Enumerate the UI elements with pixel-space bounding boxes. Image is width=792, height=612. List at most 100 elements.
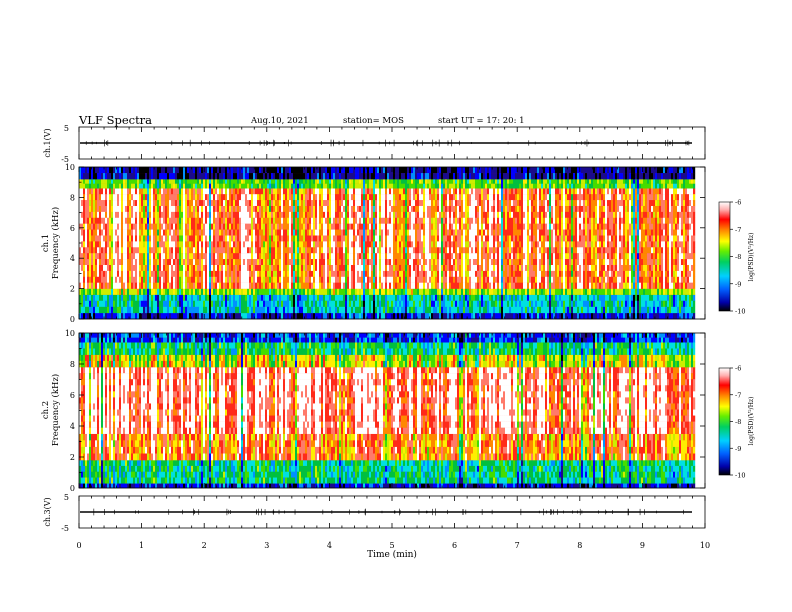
spectrogram-cell-ch1	[319, 253, 322, 260]
spectrogram-cell-ch1	[301, 167, 304, 174]
spectrogram-cell-ch1	[221, 241, 224, 248]
spectrogram-cell-ch1	[219, 288, 222, 295]
spectrogram-cell-ch1	[349, 288, 352, 295]
spectrogram-cell-ch1	[133, 264, 136, 272]
spectrogram-cell-ch1	[355, 253, 358, 260]
spectrogram-cell-ch1	[241, 229, 244, 236]
spectrogram-cell-ch1	[395, 235, 398, 242]
spectrogram-cell-ch1	[81, 217, 84, 224]
spectrogram-cell-ch1	[197, 264, 200, 272]
spectrogram-cell-ch1	[183, 223, 186, 230]
spectrogram-cell-ch1	[227, 247, 230, 254]
spectrogram-cell-ch1	[379, 173, 382, 180]
spectrogram-cell-ch1	[107, 205, 110, 213]
spectrogram-cell-ch1	[225, 282, 228, 289]
spectrogram-cell-ch1	[301, 217, 304, 224]
spectrogram-cell-ch1	[401, 288, 404, 295]
spectrogram-cell-ch1	[177, 235, 180, 242]
spectrogram-cell-ch1	[387, 264, 390, 272]
spectrogram-cell-ch1	[409, 179, 412, 184]
spectrogram-cell-ch1	[305, 241, 308, 248]
spectrogram-cell-ch1	[117, 173, 120, 180]
spectrogram-cell-ch1	[447, 306, 450, 314]
spectrogram-cell-ch1	[151, 188, 154, 195]
spectrogram-cell-ch1	[361, 211, 364, 218]
spectrogram-cell-ch1	[223, 300, 226, 308]
spectrogram-cell-ch1	[231, 264, 234, 272]
spectrogram-cell-ch1	[421, 194, 424, 201]
spectrogram-cell-ch1	[337, 270, 340, 277]
spectrogram-cell-ch1	[381, 211, 384, 218]
spectrogram-cell-ch1	[107, 294, 110, 301]
spectrogram-cell-ch1	[117, 312, 120, 320]
spectrogram-cell-ch1	[417, 294, 420, 301]
spectrogram-cell-ch1	[289, 241, 292, 248]
spectrogram-cell-ch1	[85, 241, 88, 248]
spectrogram-cell-ch1	[221, 183, 224, 189]
spectrogram-cell-ch1	[383, 188, 386, 195]
spectrogram-cell-ch1	[227, 183, 230, 189]
spectrogram-cell-ch1	[361, 223, 364, 230]
spectrogram-cell-ch1	[321, 205, 324, 213]
spectrogram-cell-ch1	[121, 183, 124, 189]
spectrogram-cell-ch1	[93, 194, 96, 201]
spectrogram-cell-ch1	[289, 247, 292, 254]
spectrogram-cell-ch1	[253, 235, 256, 242]
spectrogram-cell-ch1	[439, 205, 442, 213]
spectrogram-cell-ch1	[423, 294, 426, 301]
spectrogram-cell-ch1	[395, 200, 398, 207]
spectrogram-cell-ch1	[173, 205, 176, 213]
spectrogram-cell-ch1	[91, 312, 94, 320]
spectrogram-cell-ch1	[183, 217, 186, 224]
spectrogram-cell-ch1	[315, 217, 318, 224]
spectrogram-cell-ch1	[205, 306, 208, 314]
spectrogram-cell-ch1	[195, 211, 198, 218]
spectrogram-cell-ch1	[413, 300, 416, 308]
spectrogram-cell-ch1	[189, 223, 192, 230]
spectrogram-cell-ch1	[181, 188, 184, 195]
spectrogram-cell-ch1	[259, 276, 262, 283]
spectrogram-cell-ch1	[79, 306, 82, 314]
spectrogram-cell-ch1	[301, 205, 304, 213]
spectrogram-cell-ch1	[201, 235, 204, 242]
spectrogram-cell-ch1	[229, 217, 232, 224]
spectrogram-cell-ch1	[237, 264, 240, 272]
spectrogram-cell-ch1	[285, 270, 288, 277]
spectrogram-cell-ch1	[345, 200, 348, 207]
spectrogram-cell-ch1	[355, 188, 358, 195]
spectrogram-cell-ch1	[281, 312, 284, 320]
spectrogram-cell-ch1	[215, 217, 218, 224]
spectrogram-cell-ch1	[99, 253, 102, 260]
spectrogram-cell-ch1	[355, 247, 358, 254]
spectrogram-cell-ch1	[195, 229, 198, 236]
spectrogram-cell-ch1	[223, 188, 226, 195]
spectrogram-cell-ch1	[79, 183, 82, 189]
spectrogram-cell-ch1	[303, 205, 306, 213]
spectrogram-cell-ch1	[123, 247, 126, 254]
spectrogram-cell-ch1	[137, 205, 140, 213]
spectrogram-cell-ch1	[283, 173, 286, 180]
spectrogram-cell-ch1	[107, 179, 110, 184]
spectrogram-cell-ch1	[103, 294, 106, 301]
spectrogram-cell-ch1	[355, 264, 358, 272]
spectrogram-cell-ch1	[223, 183, 226, 189]
spectrogram-cell-ch1	[79, 270, 82, 277]
spectrogram-cell-ch1	[349, 300, 352, 308]
spectrogram-cell-ch1	[79, 312, 82, 320]
spectrogram-cell-ch1	[331, 241, 334, 248]
spectrogram-cell-ch1	[353, 200, 356, 207]
spectrogram-cell-ch1	[213, 183, 216, 189]
spectrogram-cell-ch1	[411, 288, 414, 295]
spectrogram-cell-ch1	[105, 179, 108, 184]
spectrogram-cell-ch1	[201, 241, 204, 248]
spectrogram-cell-ch1	[87, 253, 90, 260]
spectrogram-cell-ch1	[273, 270, 276, 277]
spectrogram-cell-ch1	[377, 173, 380, 180]
spectrogram-cell-ch1	[409, 223, 412, 230]
spectrogram-cell-ch1	[447, 194, 450, 201]
spectrogram-cell-ch1	[115, 179, 118, 184]
spectrogram-cell-ch1	[211, 282, 214, 289]
spectrogram-cell-ch1	[109, 205, 112, 213]
spectrogram-cell-ch1	[101, 217, 104, 224]
spectrogram-cell-ch1	[213, 235, 216, 242]
